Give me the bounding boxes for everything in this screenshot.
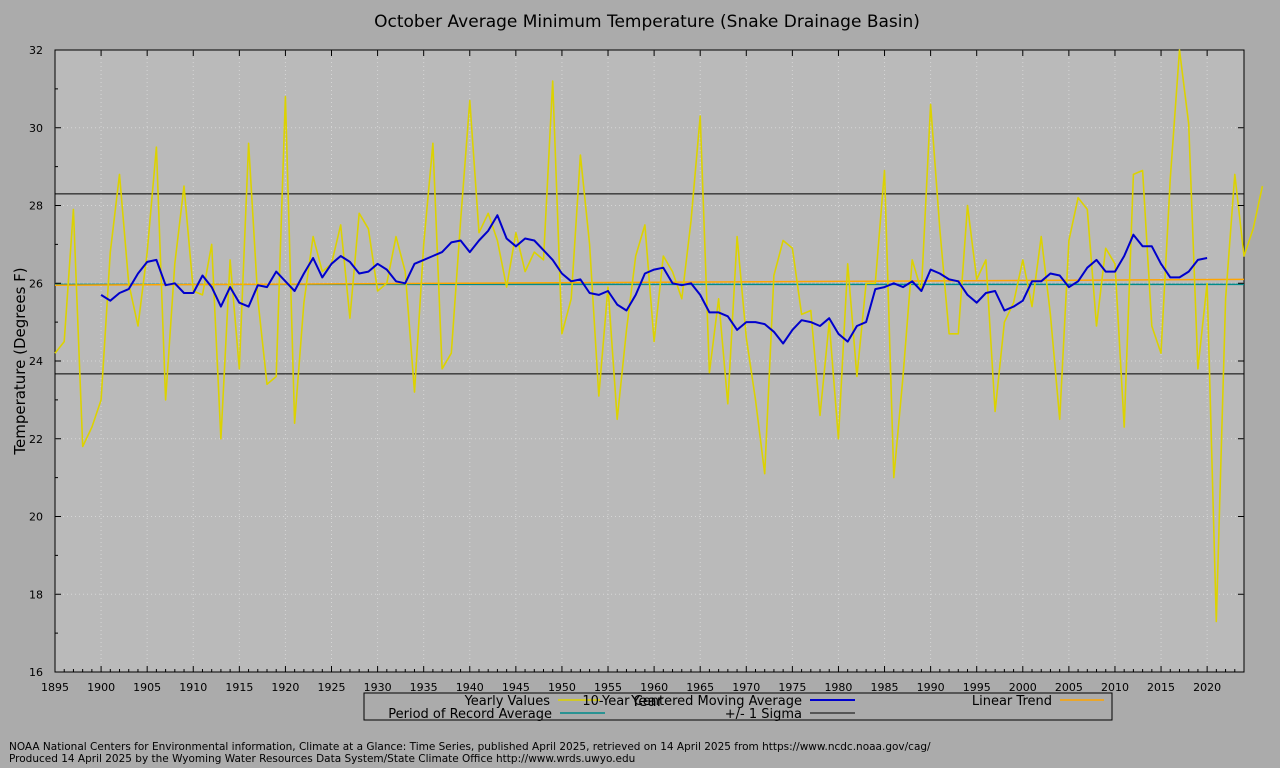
- legend: Yearly Values Year 10-Year Centered Movi…: [363, 692, 1113, 722]
- yearly-values-line: [54, 49, 1264, 623]
- y-tick-label: 26: [29, 277, 43, 290]
- x-tick-label: 1990: [917, 681, 945, 694]
- x-tick-label: 1905: [133, 681, 161, 694]
- legend-box: [363, 692, 1113, 721]
- x-tick-label: 1895: [41, 681, 69, 694]
- x-tick-label: 2000: [1009, 681, 1037, 694]
- x-tick-label: 1935: [410, 681, 438, 694]
- x-tick-label: 1930: [364, 681, 392, 694]
- y-axis-label: Temperature (Degrees F): [11, 267, 29, 455]
- x-axis: 1895 1900 1905 1910 1915 1920 1925 1930 1935 1940…: [41, 50, 1245, 694]
- series-lines: [54, 49, 1264, 623]
- x-tick-label: 2015: [1147, 681, 1175, 694]
- legend-label-moving: 10-Year Centered Moving Average: [582, 694, 802, 709]
- x-tick-label: 2020: [1193, 681, 1221, 694]
- footer-producer: Produced 14 April 2025 by the Wyoming Wa…: [9, 753, 636, 765]
- x-tick-label: 1980: [824, 681, 852, 694]
- x-tick-label: 2010: [1101, 681, 1129, 694]
- x-tick-label: 1900: [87, 681, 115, 694]
- footer-source: NOAA National Centers for Environmental …: [9, 741, 931, 753]
- x-tick-label: 1985: [871, 681, 899, 694]
- x-tick-label: 1995: [963, 681, 991, 694]
- y-tick-label: 18: [29, 588, 43, 601]
- legend-label-trend: Linear Trend: [972, 694, 1052, 709]
- x-tick-label: 1915: [225, 681, 253, 694]
- y-tick-label: 24: [29, 355, 43, 368]
- x-tick-label: 1950: [548, 681, 576, 694]
- x-tick-label: 1920: [271, 681, 299, 694]
- x-tick-label: 1945: [502, 681, 530, 694]
- legend-label-por: Period of Record Average: [388, 707, 552, 722]
- y-tick-label: 30: [29, 122, 43, 135]
- x-tick-label: 1960: [640, 681, 668, 694]
- legend-label-sigma: +/- 1 Sigma: [725, 707, 802, 722]
- chart-title: October Average Minimum Temperature (Sna…: [374, 12, 920, 32]
- x-axis-label: Year: [630, 692, 664, 710]
- y-tick-label: 32: [29, 44, 43, 57]
- x-tick-label: 1955: [594, 681, 622, 694]
- y-tick-label: 28: [29, 200, 43, 213]
- x-tick-label: 2005: [1055, 681, 1083, 694]
- y-tick-label: 22: [29, 433, 43, 446]
- moving-average-line: [100, 214, 1208, 345]
- x-tick-label: 1975: [778, 681, 806, 694]
- x-tick-label: 1925: [318, 681, 346, 694]
- x-tick-label: 1910: [179, 681, 207, 694]
- x-tick-label: 1965: [686, 681, 714, 694]
- y-axis: 16 18 20 22 24 26 28 30 32: [29, 44, 1244, 679]
- y-tick-label: 20: [29, 511, 43, 524]
- legend-label-yearly: Yearly Values: [464, 694, 551, 709]
- y-tick-label: 16: [29, 666, 43, 679]
- x-tick-label: 1970: [732, 681, 760, 694]
- x-tick-label: 1940: [456, 681, 484, 694]
- sigma-lines: [55, 193, 1244, 375]
- plot-area: [54, 49, 1245, 673]
